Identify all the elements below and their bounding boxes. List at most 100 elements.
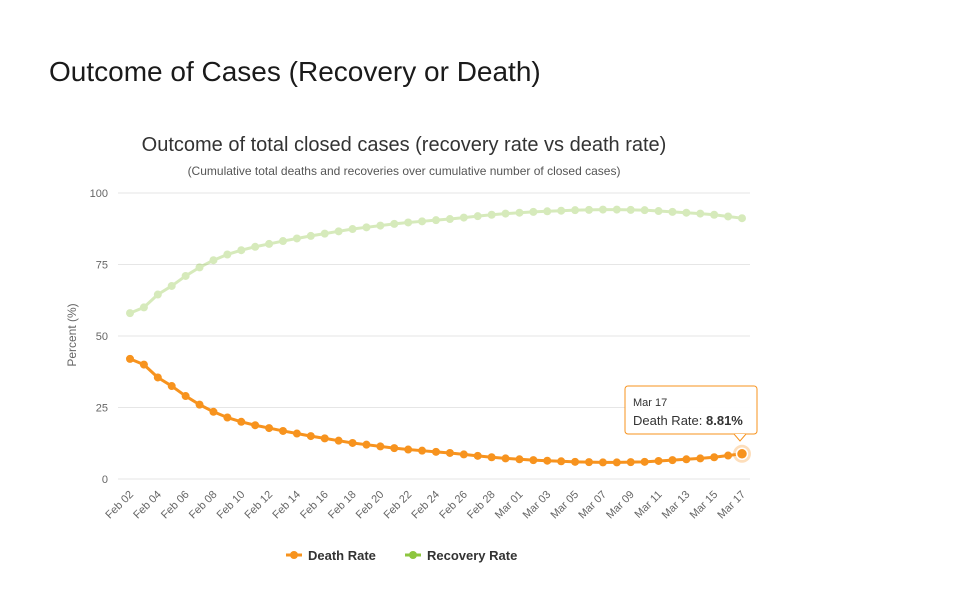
legend[interactable]: Death Rate Recovery Rate — [286, 548, 517, 563]
data-point[interactable] — [696, 209, 705, 218]
data-point[interactable] — [153, 290, 162, 299]
legend-label[interactable]: Death Rate — [308, 548, 376, 563]
data-point[interactable] — [487, 453, 496, 462]
data-point[interactable] — [612, 458, 621, 467]
data-point[interactable] — [153, 373, 162, 382]
data-point[interactable] — [473, 212, 482, 221]
data-point[interactable] — [543, 207, 552, 216]
data-point[interactable] — [487, 210, 496, 219]
data-point[interactable] — [626, 205, 635, 214]
data-point[interactable] — [557, 206, 566, 215]
legend-item-death-rate[interactable]: Death Rate — [286, 548, 376, 563]
data-point[interactable] — [585, 458, 593, 467]
data-point[interactable] — [209, 407, 218, 416]
data-point[interactable] — [223, 413, 232, 422]
data-point[interactable] — [265, 424, 274, 433]
data-point[interactable] — [557, 457, 566, 466]
data-point[interactable] — [598, 458, 607, 467]
data-point[interactable] — [306, 432, 315, 441]
data-point[interactable] — [710, 453, 719, 462]
data-point[interactable] — [445, 215, 454, 224]
data-point[interactable] — [571, 457, 580, 466]
data-point[interactable] — [237, 246, 246, 255]
data-point[interactable] — [473, 451, 482, 460]
legend-item-recovery-rate[interactable]: Recovery Rate — [405, 548, 517, 563]
data-point[interactable] — [724, 212, 733, 221]
data-point[interactable] — [418, 217, 427, 226]
data-point[interactable] — [181, 271, 190, 280]
data-point[interactable] — [529, 456, 538, 465]
data-point[interactable] — [362, 223, 371, 232]
data-point[interactable] — [432, 447, 440, 456]
data-point[interactable] — [445, 448, 454, 457]
data-point[interactable] — [390, 444, 399, 453]
data-point[interactable] — [279, 426, 287, 435]
data-point[interactable] — [334, 227, 343, 236]
data-point[interactable] — [181, 392, 190, 401]
data-point[interactable] — [459, 450, 468, 459]
data-point[interactable] — [334, 436, 343, 445]
data-point[interactable] — [640, 206, 649, 215]
data-point[interactable] — [251, 421, 260, 430]
data-point[interactable] — [515, 208, 524, 217]
data-point[interactable] — [612, 205, 621, 214]
data-point[interactable] — [167, 281, 176, 290]
data-point[interactable] — [654, 456, 663, 465]
legend-label[interactable]: Recovery Rate — [427, 548, 517, 563]
data-point[interactable] — [682, 455, 691, 464]
data-point[interactable] — [376, 221, 385, 230]
data-point[interactable] — [640, 457, 649, 466]
data-point[interactable] — [738, 214, 746, 223]
data-point[interactable] — [376, 442, 385, 451]
data-point[interactable] — [195, 263, 204, 272]
data-point[interactable] — [724, 451, 733, 460]
data-point[interactable] — [710, 210, 719, 219]
data-point[interactable] — [126, 354, 134, 363]
data-point[interactable] — [654, 207, 663, 216]
data-point[interactable] — [320, 229, 329, 238]
y-tick-label: 75 — [96, 260, 108, 272]
data-point[interactable] — [390, 219, 399, 228]
x-tick-label: Mar 11 — [633, 489, 665, 521]
data-point[interactable] — [529, 207, 538, 216]
data-point[interactable] — [279, 237, 287, 246]
data-point[interactable] — [626, 458, 635, 467]
data-point[interactable] — [543, 456, 552, 465]
data-point[interactable] — [598, 205, 607, 214]
data-point[interactable] — [237, 417, 246, 426]
data-point[interactable] — [126, 309, 134, 318]
data-point[interactable] — [501, 209, 510, 218]
data-point[interactable] — [571, 206, 580, 215]
data-point[interactable] — [418, 446, 427, 455]
data-point[interactable] — [348, 225, 357, 234]
data-point[interactable] — [320, 434, 329, 443]
data-point[interactable] — [459, 213, 468, 222]
x-tick-label: Mar 13 — [660, 489, 693, 522]
data-point[interactable] — [292, 429, 301, 438]
tooltip-pointer — [733, 433, 747, 442]
data-point[interactable] — [223, 250, 232, 259]
data-point[interactable] — [682, 208, 691, 217]
data-point[interactable] — [696, 454, 705, 463]
data-point[interactable] — [404, 218, 413, 227]
data-point[interactable] — [668, 207, 677, 216]
data-point[interactable] — [515, 455, 524, 464]
data-point[interactable] — [404, 445, 413, 454]
data-point[interactable] — [306, 231, 315, 240]
data-point[interactable] — [139, 360, 148, 369]
data-point[interactable] — [167, 382, 176, 391]
data-point[interactable] — [432, 216, 440, 225]
data-point[interactable] — [292, 234, 301, 243]
data-point[interactable] — [348, 438, 357, 447]
data-point[interactable] — [251, 242, 260, 251]
data-point[interactable] — [209, 256, 218, 265]
data-point[interactable] — [195, 400, 204, 409]
data-point[interactable] — [362, 440, 371, 449]
data-point[interactable] — [139, 303, 148, 312]
hover-point[interactable] — [735, 447, 749, 461]
data-point[interactable] — [265, 239, 274, 248]
data-point[interactable] — [501, 454, 510, 463]
data-point[interactable] — [585, 205, 593, 214]
tooltip-box — [624, 385, 758, 435]
data-point[interactable] — [668, 456, 677, 465]
